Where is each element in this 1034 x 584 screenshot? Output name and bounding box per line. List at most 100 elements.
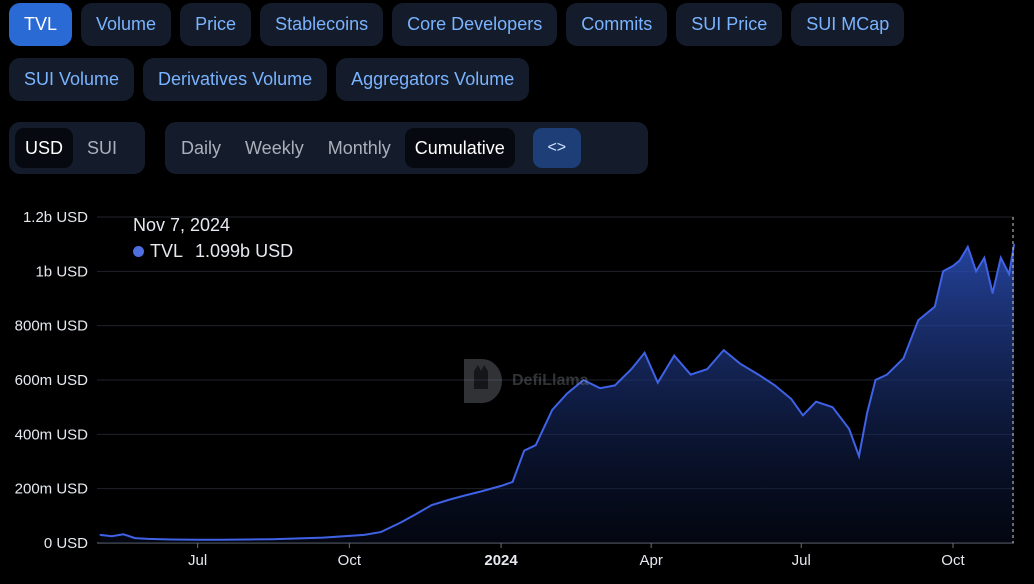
embed-code-icon[interactable]: <> (532, 128, 581, 168)
tvl-data-point (271, 538, 273, 540)
tvl-data-point (831, 406, 834, 408)
tab-tvl[interactable]: TVL (9, 3, 73, 46)
watermark-text: DefiLlama (512, 372, 589, 389)
watermark: DefiLlama (460, 357, 588, 405)
period-option-monthly[interactable]: Monthly (327, 138, 391, 158)
tvl-area-fill (100, 244, 1015, 543)
tab-stablecoins[interactable]: Stablecoins (260, 3, 384, 46)
tvl-data-point (599, 387, 601, 389)
tvl-data-point (1008, 273, 1010, 275)
tvl-data-point (874, 379, 877, 381)
tvl-data-point (247, 538, 250, 541)
tvl-data-point (582, 379, 585, 381)
metric-tabs-row-2: SUI Volume Derivatives Volume Aggregators … (9, 58, 530, 101)
period-option-cumulative[interactable]: Cumulative (404, 128, 515, 168)
tvl-data-point (449, 498, 451, 501)
tab-commits[interactable]: Commits (566, 3, 668, 46)
tvl-data-point (500, 485, 502, 487)
x-tick-label: Oct (941, 552, 965, 569)
tvl-data-point (858, 455, 860, 457)
tvl-data-point (706, 368, 709, 370)
tab-sui-mcap[interactable]: SUI MCap (791, 3, 905, 46)
tvl-data-point (196, 538, 199, 541)
tvl-data-point (722, 349, 725, 351)
tvl-data-point (322, 536, 324, 539)
tab-core-developers[interactable]: Core Developers (392, 3, 558, 46)
y-tick-label: 200m USD (15, 481, 89, 498)
tvl-data-point (983, 256, 986, 259)
x-tick-label: Oct (338, 552, 362, 569)
tvl-data-point (757, 373, 760, 376)
tvl-data-point (122, 533, 125, 536)
tvl-data-point (614, 384, 616, 387)
tvl-data-point (99, 534, 102, 536)
tvl-line (100, 244, 1015, 541)
tab-sui-price[interactable]: SUI Price (676, 3, 783, 46)
units-option-sui[interactable]: SUI (87, 138, 118, 158)
tvl-data-point (886, 373, 888, 376)
tvl-data-point (739, 362, 742, 365)
y-tick-label: 800m USD (15, 318, 89, 335)
tvl-data-point (815, 400, 817, 403)
tvl-data-point (134, 537, 136, 539)
tvl-data-point (219, 538, 222, 541)
tvl-area-chart: 0 USD 200m USD 400m USD 600m USD 800m USD 1b … (15, 209, 1015, 569)
tvl-data-point (952, 265, 954, 267)
tvl-data-point (1013, 243, 1015, 246)
tab-aggregators-volume[interactable]: Aggregators Volume (336, 58, 530, 101)
y-tick-label: 0 USD (44, 535, 88, 552)
tab-volume[interactable]: Volume (81, 3, 172, 46)
tvl-data-point (942, 270, 944, 273)
y-tick-label: 600m USD (15, 372, 89, 389)
tvl-data-point (534, 444, 537, 446)
tvl-data-point (958, 259, 961, 262)
defillama-logo-icon (464, 359, 502, 403)
period-option-daily[interactable]: Daily (181, 138, 222, 158)
tooltip-value: 1.099b USD (195, 241, 294, 261)
tab-sui-volume[interactable]: SUI Volume (9, 58, 135, 101)
tab-price[interactable]: Price (180, 3, 252, 46)
units-option-usd[interactable]: USD (15, 128, 74, 168)
tvl-data-point (902, 357, 905, 360)
x-tick-label: 2024 (484, 552, 518, 569)
tvl-data-point (379, 531, 382, 533)
tvl-data-point (934, 305, 936, 308)
tvl-data-point (866, 411, 869, 414)
x-tick-label: Jul (188, 552, 207, 569)
tvl-data-point (643, 352, 646, 354)
tvl-data-point (523, 449, 525, 452)
tvl-data-point (480, 490, 483, 493)
unit-toggle: USD SUI (9, 122, 145, 174)
tvl-data-point (790, 398, 793, 400)
tab-derivatives-volume[interactable]: Derivatives Volume (143, 58, 328, 101)
tvl-data-point (348, 535, 351, 537)
y-tick-label: 1.2b USD (23, 209, 88, 226)
tvl-data-point (111, 535, 113, 538)
period-option-weekly[interactable]: Weekly (245, 138, 304, 158)
tvl-data-point (975, 270, 977, 273)
tvl-data-point (848, 428, 850, 430)
tvl-data-point (917, 319, 920, 322)
tvl-data-point (566, 392, 568, 395)
tvl-data-point (511, 481, 514, 483)
tvl-data-point (431, 504, 433, 506)
y-tick-label: 1b USD (35, 263, 88, 280)
period-toggle: Daily Weekly Monthly Cumulative <> (165, 122, 648, 174)
tvl-data-point (656, 381, 659, 384)
tooltip: Nov 7, 2024 TVL 1.099b USD (133, 215, 293, 262)
tvl-data-point (414, 513, 417, 516)
tvl-data-point (299, 537, 301, 540)
tvl-data-point (673, 354, 676, 357)
tvl-data-point (170, 538, 173, 541)
tvl-data-point (630, 368, 633, 370)
series-dot-icon (133, 246, 144, 257)
tvl-data-point (689, 373, 692, 376)
tvl-data-point (463, 494, 466, 497)
tvl-data-point (551, 409, 554, 411)
tvl-data-point (802, 414, 804, 417)
tooltip-series: TVL (150, 241, 184, 261)
y-tick-label: 400m USD (15, 426, 89, 443)
tvl-data-point (967, 246, 969, 248)
metric-tabs-row-1: TVL Volume Price Stablecoins Core Developers… (9, 3, 905, 46)
x-tick-label: Jul (792, 552, 811, 569)
